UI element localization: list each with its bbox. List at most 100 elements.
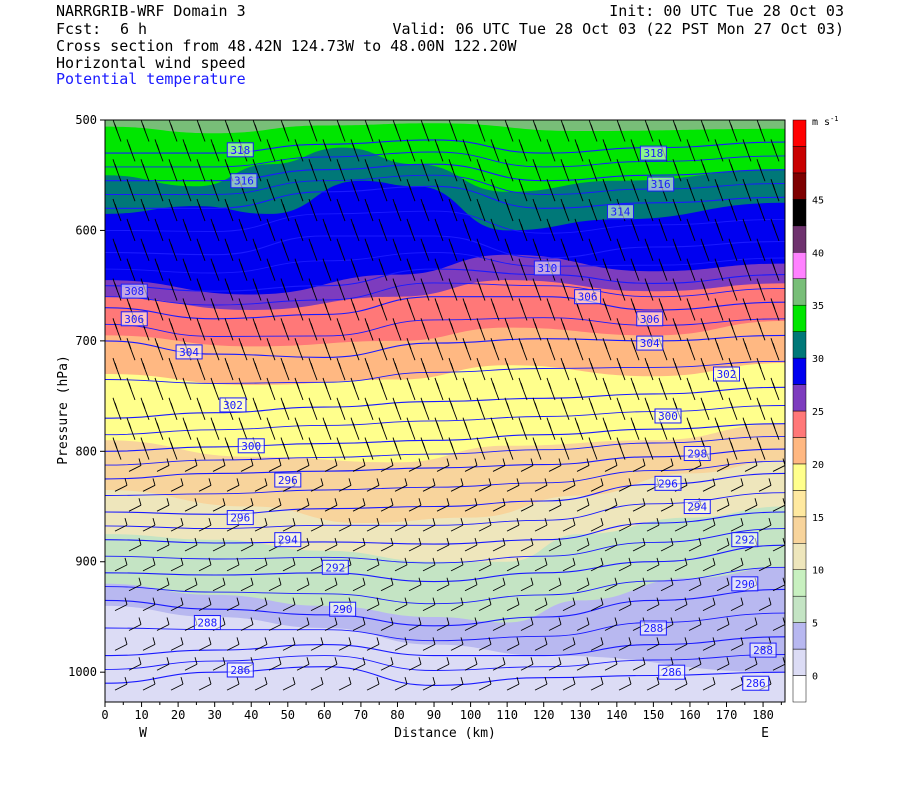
wind-barb	[450, 478, 464, 492]
wind-barb	[602, 139, 612, 162]
isentrope-288	[105, 636, 785, 657]
wind-barb	[324, 617, 338, 631]
wind-barb	[574, 179, 584, 202]
wind-barb	[464, 577, 478, 592]
wind-barb	[492, 617, 506, 631]
wind-barb	[352, 617, 366, 631]
wind-barb	[170, 517, 184, 532]
wind-barb	[366, 517, 380, 532]
wind-barb	[728, 238, 738, 261]
wind-barb	[280, 120, 290, 142]
wind-barb	[674, 597, 688, 612]
wind-barb	[506, 597, 520, 612]
wind-barb	[728, 318, 738, 341]
svg-text:294: 294	[687, 501, 707, 514]
wind-barb	[744, 458, 758, 472]
wind-barb	[308, 397, 318, 420]
isentrope-296	[105, 472, 785, 515]
wind-barb	[154, 298, 164, 321]
wind-barb	[632, 458, 646, 472]
wind-barb	[520, 458, 534, 472]
wind-barb	[716, 458, 730, 472]
wind-barb	[254, 478, 268, 492]
x-tick-label: 120	[533, 708, 555, 722]
wind-barb	[520, 617, 534, 631]
wind-barb	[462, 338, 472, 361]
wind-barb	[436, 617, 450, 631]
wind-barb	[114, 597, 128, 612]
wind-barb	[310, 478, 324, 492]
wind-barb	[252, 357, 262, 381]
wind-barb	[212, 657, 226, 671]
wind-barb	[282, 557, 296, 572]
wind-barb	[464, 458, 478, 472]
wind-barb	[378, 218, 388, 242]
wind-barb	[154, 139, 164, 162]
wind-barb	[142, 517, 156, 532]
wind-barb	[252, 318, 262, 341]
isentrope-302	[105, 386, 785, 419]
wind-barb	[506, 517, 520, 532]
wind-barb	[658, 298, 668, 321]
wind-barb	[408, 537, 422, 552]
isentrope-label: 296	[226, 510, 254, 526]
wind-barb	[392, 278, 402, 301]
wind-barb	[112, 397, 122, 420]
wind-barb	[252, 278, 262, 301]
wind-barb	[408, 577, 422, 592]
wind-barb	[170, 676, 184, 691]
wind-barb	[168, 238, 178, 261]
isentrope-label: 306	[636, 311, 664, 327]
wind-barb	[154, 377, 164, 401]
svg-text:296: 296	[230, 512, 250, 525]
wind-barb	[604, 617, 618, 631]
wind-barb	[308, 278, 318, 301]
isentrope-label: 310	[533, 260, 561, 276]
isentrope-label: 302	[219, 397, 247, 413]
wind-barb	[210, 179, 220, 202]
wind-barb	[422, 478, 436, 492]
wind-barb	[504, 357, 514, 381]
wind-barb	[478, 597, 492, 612]
wind-barb	[392, 318, 402, 341]
colorbar-swatch	[792, 304, 807, 332]
wind-barb	[630, 139, 640, 162]
wind-barb	[140, 198, 150, 222]
wind-barb	[112, 198, 122, 222]
wind-barb	[702, 637, 716, 651]
wind-barb	[156, 577, 170, 592]
x-tick-label: 130	[569, 708, 591, 722]
wind-barb	[394, 597, 408, 612]
wind-barb	[758, 557, 772, 572]
wind-barb	[646, 557, 660, 572]
wind-barb	[112, 437, 122, 460]
wind-barb	[714, 298, 724, 321]
wind-barb	[336, 357, 346, 381]
wind-barb	[380, 498, 394, 512]
wind-barb	[170, 557, 184, 572]
east-endpoint-label: E	[761, 726, 769, 741]
wind-barb	[280, 159, 290, 182]
wind-barb	[546, 139, 556, 162]
wind-barb	[182, 417, 192, 440]
wind-barb	[518, 258, 528, 281]
wind-barb	[646, 637, 660, 651]
wind-barb	[546, 298, 556, 321]
wind-barb	[518, 179, 528, 202]
wind-barb	[616, 397, 626, 420]
wind-barb	[380, 537, 394, 552]
wind-barb	[126, 377, 136, 401]
svg-text:286: 286	[662, 666, 682, 679]
wind-barb	[534, 597, 548, 612]
wind-barb	[322, 258, 332, 281]
wind-barb	[294, 179, 304, 202]
wind-barb	[378, 338, 388, 361]
wind-barb	[364, 318, 374, 341]
wind-barb	[308, 318, 318, 341]
wind-barb	[714, 139, 724, 162]
model-title: NARRGRIB-WRF Domain 3	[56, 2, 246, 20]
wind-barb	[420, 238, 430, 261]
svg-text:302: 302	[223, 399, 243, 412]
cross-section-description: Cross section from 48.42N 124.73W to 48.…	[56, 37, 517, 55]
wind-barb	[478, 557, 492, 572]
